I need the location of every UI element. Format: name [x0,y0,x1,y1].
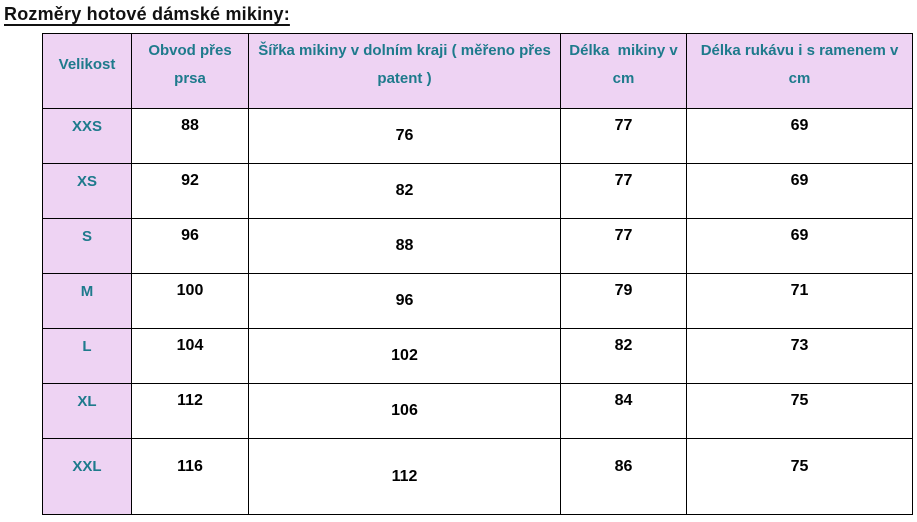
bottom-width-cell: 106 [248,383,561,439]
sleeve-cell: 75 [686,438,913,515]
column-header-chest: Obvod přes prsa [131,33,249,109]
chest-cell: 116 [131,438,249,515]
chest-cell: 100 [131,273,249,329]
sleeve-cell: 69 [686,108,913,164]
bottom-width-cell: 102 [248,328,561,384]
size-table: Velikost Obvod přes prsa Šířka mikiny v … [42,33,913,515]
bottom-width-cell: 112 [248,438,561,515]
chest-cell: 104 [131,328,249,384]
size-cell: S [42,218,132,274]
table-row-xl: XL 112 106 84 75 [42,383,913,439]
chest-cell: 112 [131,383,249,439]
length-cell: 84 [560,383,687,439]
chest-cell: 88 [131,108,249,164]
length-cell: 77 [560,108,687,164]
sleeve-cell: 73 [686,328,913,384]
bottom-width-cell: 88 [248,218,561,274]
size-cell: M [42,273,132,329]
column-header-size: Velikost [42,33,132,109]
column-header-length: Délka mikiny v cm [560,33,687,109]
bottom-width-cell: 96 [248,273,561,329]
chest-cell: 96 [131,218,249,274]
table-header-row: Velikost Obvod přes prsa Šířka mikiny v … [42,33,913,109]
size-cell: XL [42,383,132,439]
table-row-m: M 100 96 79 71 [42,273,913,329]
size-cell: XXL [42,438,132,515]
bottom-width-cell: 76 [248,108,561,164]
sleeve-cell: 69 [686,163,913,219]
sleeve-cell: 75 [686,383,913,439]
size-cell: L [42,328,132,384]
length-cell: 79 [560,273,687,329]
length-cell: 86 [560,438,687,515]
chest-cell: 92 [131,163,249,219]
table-row-xxl: XXL 116 112 86 75 [42,438,913,515]
sleeve-cell: 71 [686,273,913,329]
bottom-width-cell: 82 [248,163,561,219]
table-row-xs: XS 92 82 77 69 [42,163,913,219]
column-header-bottom-width: Šířka mikiny v dolním kraji ( měřeno pře… [248,33,561,109]
table-row-xxs: XXS 88 76 77 69 [42,108,913,164]
sleeve-cell: 69 [686,218,913,274]
column-header-sleeve: Délka rukávu i s ramenem v cm [686,33,913,109]
length-cell: 77 [560,218,687,274]
table-row-l: L 104 102 82 73 [42,328,913,384]
page-title: Rozměry hotové dámské mikiny: [4,4,290,24]
table-row-s: S 96 88 77 69 [42,218,913,274]
length-cell: 82 [560,328,687,384]
size-cell: XS [42,163,132,219]
size-cell: XXS [42,108,132,164]
length-cell: 77 [560,163,687,219]
